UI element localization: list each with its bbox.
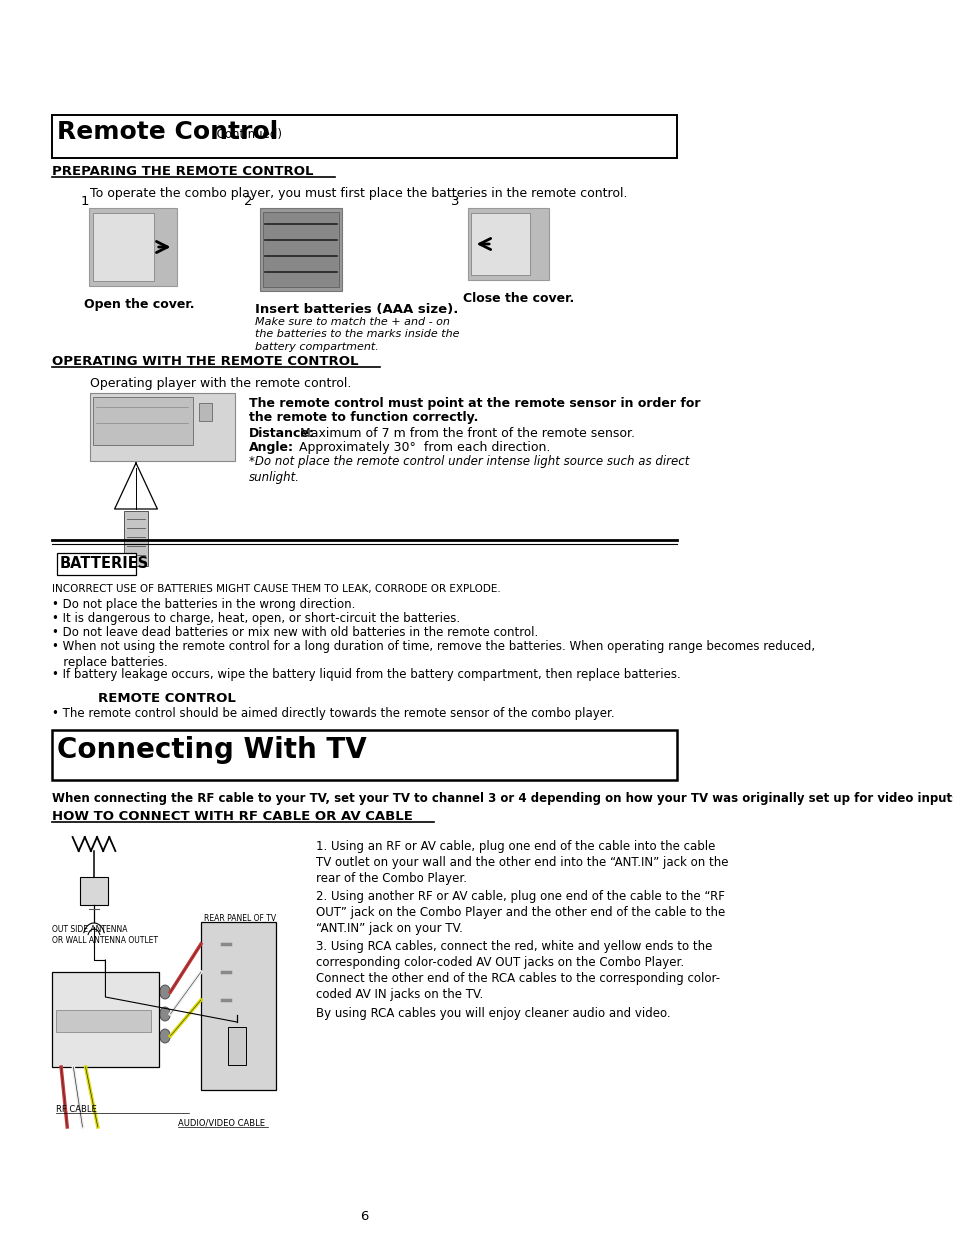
Bar [51, 972, 159, 1067]
Text: 3. Using RCA cables, connect the red, white and yellow ends to the
corresponding: 3. Using RCA cables, connect the red, wh… [315, 940, 719, 1002]
Circle shape [208, 446, 213, 452]
Text: Remote Control: Remote Control [57, 120, 278, 144]
Bar [259, 207, 342, 291]
Bar [55, 1010, 152, 1032]
Circle shape [159, 1029, 171, 1044]
Circle shape [201, 446, 207, 452]
Text: • Do not place the batteries in the wrong direction.: • Do not place the batteries in the wron… [51, 598, 355, 611]
Text: *Do not place the remote control under intense light source such as direct
sunli: *Do not place the remote control under i… [249, 454, 689, 484]
Circle shape [211, 940, 216, 948]
Text: 1: 1 [80, 195, 89, 207]
Bar [90, 207, 177, 287]
Text: When connecting the RF cable to your TV, set your TV to channel 3 or 4 depending: When connecting the RF cable to your TV,… [51, 792, 953, 805]
Text: 1. Using an RF or AV cable, plug one end of the cable into the cable
TV outlet o: 1. Using an RF or AV cable, plug one end… [315, 840, 727, 885]
Circle shape [222, 446, 227, 452]
Text: Connecting With TV: Connecting With TV [57, 736, 367, 764]
Circle shape [211, 995, 216, 1004]
Text: REMOTE CONTROL: REMOTE CONTROL [98, 692, 235, 705]
Text: Approximately 30°  from each direction.: Approximately 30° from each direction. [282, 441, 550, 454]
Text: Close the cover.: Close the cover. [462, 291, 574, 305]
Bar [51, 115, 677, 158]
Text: Make sure to match the + and - on
the batteries to the marks inside the
battery : Make sure to match the + and - on the ba… [254, 317, 459, 352]
Circle shape [81, 988, 91, 1000]
Bar [201, 923, 275, 1091]
Circle shape [159, 986, 171, 999]
Bar [93, 212, 154, 282]
Circle shape [69, 988, 78, 1000]
Bar [91, 393, 235, 461]
Text: OUT SIDE ANTENNA
OR WALL ANTENNA OUTLET: OUT SIDE ANTENNA OR WALL ANTENNA OUTLET [51, 925, 158, 945]
Text: BATTERIES: BATTERIES [59, 556, 149, 571]
Text: Insert batteries (AAA size).: Insert batteries (AAA size). [254, 303, 458, 316]
Circle shape [206, 934, 221, 953]
Circle shape [214, 446, 220, 452]
Text: RF CABLE: RF CABLE [55, 1105, 96, 1114]
Bar [80, 877, 108, 905]
Text: Open the cover.: Open the cover. [84, 298, 194, 311]
Bar [467, 207, 549, 280]
Text: AUDIO/VIDEO CABLE: AUDIO/VIDEO CABLE [178, 1119, 265, 1128]
Text: • It is dangerous to charge, heat, open, or short-circuit the batteries.: • It is dangerous to charge, heat, open,… [51, 613, 459, 625]
Text: (Continued): (Continued) [213, 128, 282, 141]
Text: Angle:: Angle: [249, 441, 294, 454]
Circle shape [211, 968, 216, 976]
Circle shape [206, 962, 221, 982]
Text: To operate the combo player, you must first place the batteries in the remote co: To operate the combo player, you must fi… [91, 186, 627, 200]
Text: Maximum of 7 m from the front of the remote sensor.: Maximum of 7 m from the front of the rem… [296, 427, 635, 440]
Text: REAR PANEL OF TV: REAR PANEL OF TV [204, 914, 275, 923]
Text: HOW TO CONNECT WITH RF CABLE OR AV CABLE: HOW TO CONNECT WITH RF CABLE OR AV CABLE [51, 810, 413, 823]
Circle shape [194, 446, 199, 452]
Text: the remote to function correctly.: the remote to function correctly. [249, 411, 478, 424]
Circle shape [159, 1007, 171, 1021]
Circle shape [206, 990, 221, 1010]
Text: Operating player with the remote control.: Operating player with the remote control… [91, 377, 351, 390]
Text: PREPARING THE REMOTE CONTROL: PREPARING THE REMOTE CONTROL [51, 165, 314, 178]
Bar [471, 212, 530, 275]
Bar [228, 1028, 246, 1065]
Text: INCORRECT USE OF BATTERIES MIGHT CAUSE THEM TO LEAK, CORRODE OR EXPLODE.: INCORRECT USE OF BATTERIES MIGHT CAUSE T… [51, 584, 500, 594]
Text: 6: 6 [360, 1210, 368, 1223]
Text: • Do not leave dead batteries or mix new with old batteries in the remote contro: • Do not leave dead batteries or mix new… [51, 626, 537, 638]
Circle shape [93, 988, 102, 1000]
Text: • The remote control should be aimed directly towards the remote sensor of the c: • The remote control should be aimed dir… [51, 706, 614, 720]
Polygon shape [114, 463, 157, 509]
Circle shape [132, 553, 140, 563]
Text: The remote control must point at the remote sensor in order for: The remote control must point at the rem… [249, 396, 700, 410]
Bar [57, 553, 136, 576]
Text: OPERATING WITH THE REMOTE CONTROL: OPERATING WITH THE REMOTE CONTROL [51, 354, 358, 368]
Text: • When not using the remote control for a long duration of time, remove the batt: • When not using the remote control for … [51, 640, 814, 669]
Bar [263, 212, 339, 287]
Text: 2. Using another RF or AV cable, plug one end of the cable to the “RF
OUT” jack : 2. Using another RF or AV cable, plug on… [315, 890, 724, 935]
Bar [124, 511, 148, 566]
Bar [198, 403, 213, 421]
Circle shape [56, 988, 66, 1000]
Text: 2: 2 [244, 195, 253, 207]
Bar [51, 730, 677, 781]
Bar [93, 396, 193, 445]
Text: • If battery leakage occurs, wipe the battery liquid from the battery compartmen: • If battery leakage occurs, wipe the ba… [51, 668, 680, 680]
Text: Distance:: Distance: [249, 427, 314, 440]
Text: 3: 3 [451, 195, 458, 207]
Text: By using RCA cables you will enjoy cleaner audio and video.: By using RCA cables you will enjoy clean… [315, 1007, 669, 1020]
